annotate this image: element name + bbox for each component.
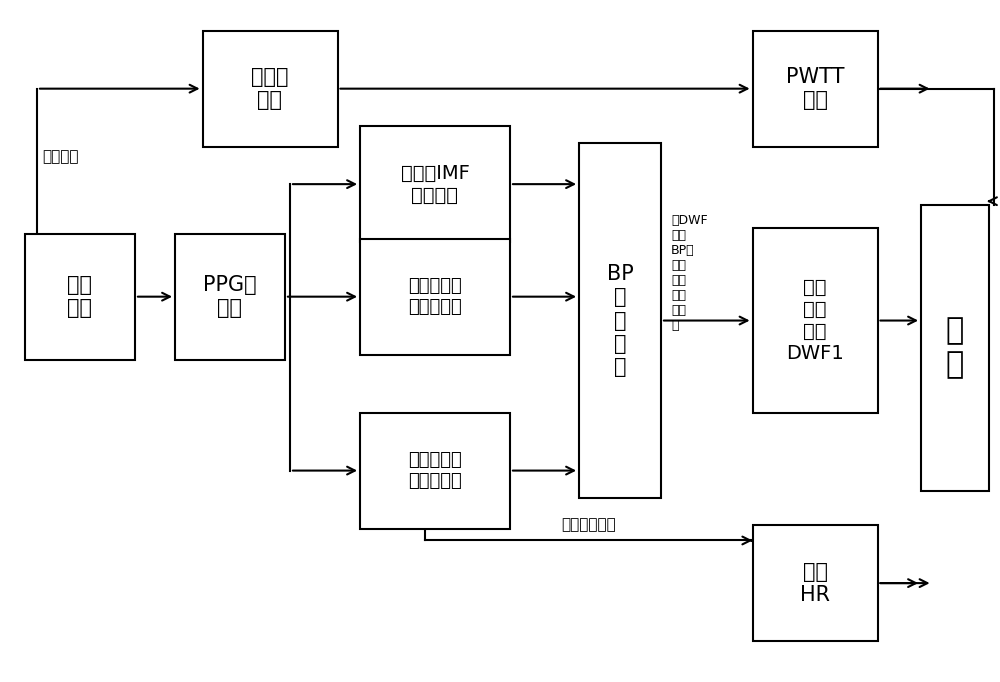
Text: 血
压: 血 压 — [946, 316, 964, 379]
Text: 归一化IMF
分量特征: 归一化IMF 分量特征 — [401, 164, 469, 205]
Text: 特征点
提取: 特征点 提取 — [251, 67, 289, 110]
Bar — [753, 31, 878, 147]
Bar — [360, 413, 510, 529]
Text: 脉搏
信号: 脉搏 信号 — [68, 275, 92, 318]
Text: PPG预
处理: PPG预 处理 — [203, 275, 257, 318]
Bar — [360, 239, 510, 355]
Text: 二次差分: 二次差分 — [42, 149, 78, 164]
Bar — [753, 525, 878, 641]
Text: 脉搏特征波
形频谱分析: 脉搏特征波 形频谱分析 — [408, 451, 462, 490]
Text: PWTT
计算: PWTT 计算 — [786, 67, 844, 110]
Bar — [360, 126, 510, 242]
Bar — [579, 143, 661, 498]
Bar — [25, 233, 135, 360]
Bar — [753, 228, 878, 413]
Text: 血管
弹性
指数
DWF1: 血管 弹性 指数 DWF1 — [786, 278, 844, 363]
Bar — [202, 31, 338, 147]
Text: BP
神
经
网
络: BP 神 经 网 络 — [607, 264, 633, 377]
Text: 多尺度倒谱
分析特征量: 多尺度倒谱 分析特征量 — [408, 278, 462, 316]
Text: 基频频率计算: 基频频率计算 — [561, 518, 616, 532]
Text: 以DWF
作为
BP神
经网
络期
望进
行训
练: 以DWF 作为 BP神 经网 络期 望进 行训 练 — [671, 213, 708, 332]
Bar — [175, 233, 285, 360]
Text: 心率
HR: 心率 HR — [800, 561, 830, 605]
Bar — [921, 205, 989, 491]
